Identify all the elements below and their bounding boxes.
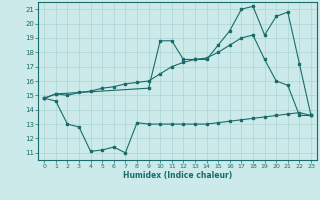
X-axis label: Humidex (Indice chaleur): Humidex (Indice chaleur) xyxy=(123,171,232,180)
